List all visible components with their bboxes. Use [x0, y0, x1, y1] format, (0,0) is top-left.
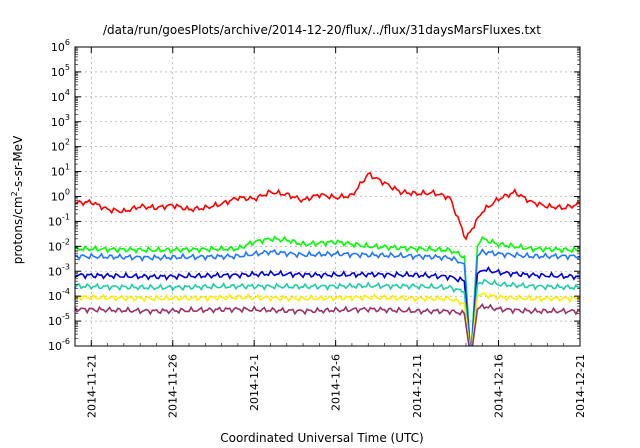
- x-tick-label: 2014-11-26: [167, 354, 180, 418]
- x-tick-label: 2014-12-11: [411, 354, 424, 418]
- series-line: [75, 278, 580, 346]
- chart-title: /data/run/goesPlots/archive/2014-12-20/f…: [103, 23, 541, 37]
- y-tick-label: 105: [51, 63, 70, 79]
- y-tick-label: 10-2: [48, 237, 70, 253]
- x-tick-label: 2014-12-6: [330, 354, 343, 411]
- y-tick-label: 10-3: [48, 262, 70, 278]
- y-tick-label: 106: [51, 38, 70, 54]
- series-line: [75, 303, 580, 346]
- series-line: [75, 248, 580, 346]
- series-line: [75, 291, 580, 346]
- x-axis-label: Coordinated Universal Time (UTC): [220, 431, 423, 445]
- y-tick-label: 103: [51, 113, 70, 129]
- y-tick-label: 10-1: [48, 212, 70, 228]
- x-tick-label: 2014-11-21: [85, 354, 98, 418]
- y-tick-label: 10-4: [48, 287, 70, 303]
- axis-ticks: 10-6 10-5 10-4 10-3 10-2 10-1 100 101 102 103 104 1…: [48, 38, 587, 418]
- x-tick-label: 2014-12-21: [574, 354, 587, 418]
- y-axis-label: protons/cm2-s-sr-MeV: [10, 135, 25, 264]
- y-tick-label: 104: [51, 88, 70, 104]
- y-tick-label: 100: [51, 188, 70, 204]
- series-line: [75, 266, 580, 346]
- y-tick-label: 101: [51, 163, 70, 179]
- series-line: [75, 235, 580, 346]
- x-tick-label: 2014-12-1: [248, 354, 261, 411]
- series-line: [75, 171, 580, 241]
- series-lines: [75, 171, 580, 346]
- x-tick-label: 2014-12-16: [493, 354, 506, 418]
- y-tick-label: 102: [51, 138, 70, 154]
- y-tick-label: 10-6: [48, 337, 70, 353]
- y-tick-label: 10-5: [48, 312, 70, 328]
